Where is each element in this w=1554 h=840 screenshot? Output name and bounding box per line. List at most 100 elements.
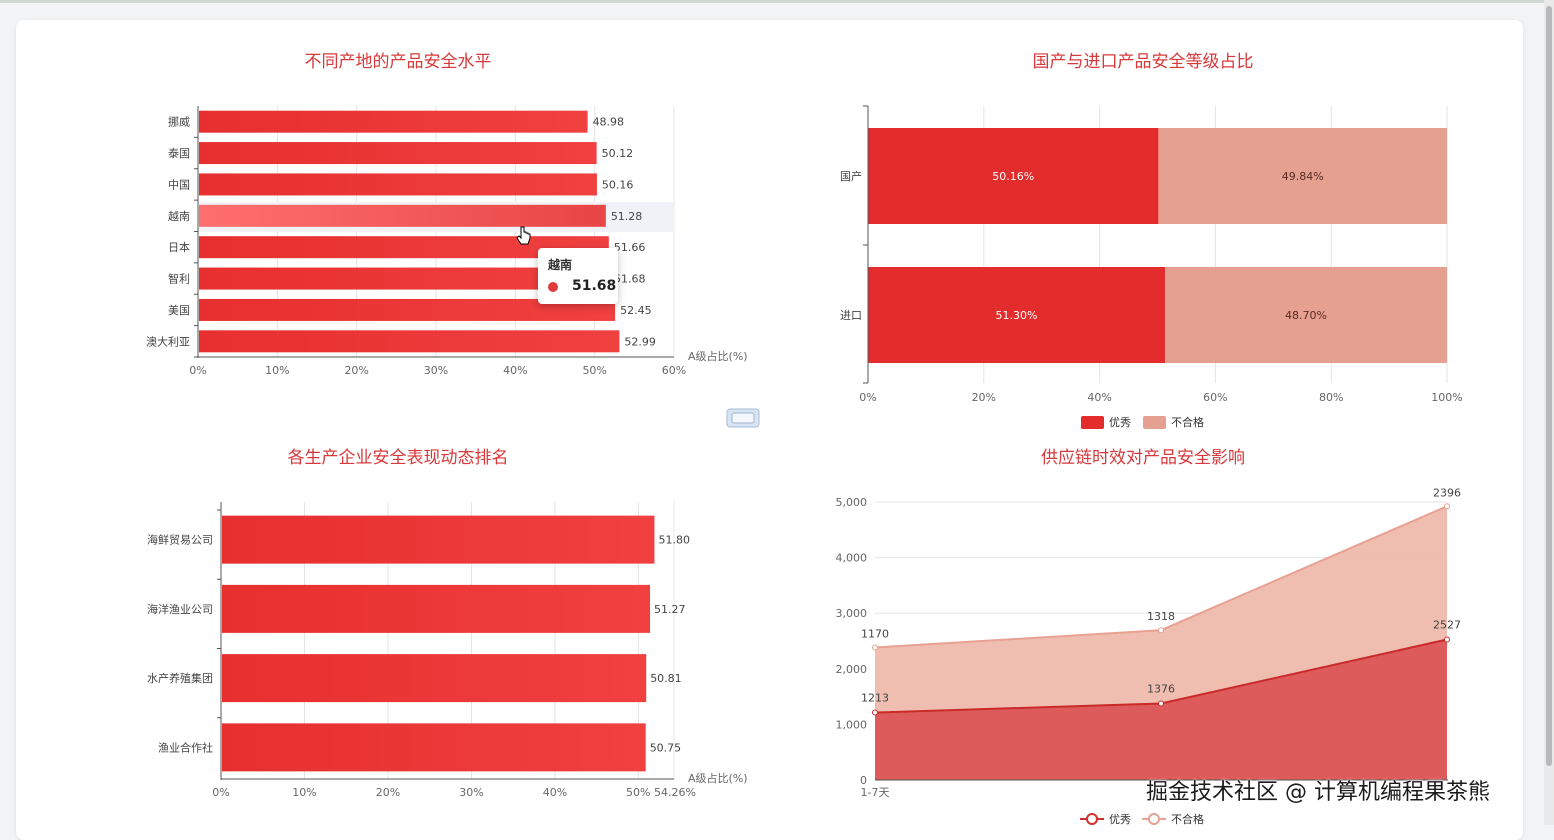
- chart1-bar: [199, 236, 609, 259]
- chart4-title: 供应链时效对产品安全影响: [1041, 448, 1245, 468]
- chart3-bar: [222, 584, 651, 633]
- legend-label: 不合格: [1171, 812, 1204, 825]
- chart-supply-chain: 供应链时效对产品安全影响 0 1,000 2,000 3,000 4,000 5,000 1…: [836, 448, 1461, 825]
- chart4-label-series1: 1376: [1147, 682, 1175, 695]
- chart2-bar-segment: [868, 128, 1159, 224]
- chart-domestic-import: 国产与进口产品安全等级占比 50.16% 49.84% 51.30% 48.70% 国…: [840, 52, 1463, 429]
- chart2-x-tick: 80%: [1319, 391, 1343, 404]
- chart3-x-tick: 50%: [626, 786, 650, 799]
- chart3-category-label: 水产养殖集团: [147, 671, 213, 685]
- chart-tooltip: 越南 51.68: [538, 248, 618, 304]
- translate-widget-icon[interactable]: [726, 407, 760, 429]
- chart3-value-label: 50.81: [650, 672, 682, 685]
- chart1-bar: [199, 173, 597, 196]
- chart3-bar: [222, 723, 646, 772]
- chart2-bar-segment: [1158, 128, 1447, 224]
- chart2-x-tick: 100%: [1431, 391, 1462, 404]
- chart4-y-tick: 5,000: [836, 496, 868, 509]
- chart1-value-label: 51.66: [614, 241, 646, 254]
- chart2-segment-label: 51.30%: [996, 309, 1038, 322]
- page-scrollbar[interactable]: [1544, 0, 1554, 825]
- chart4-y-tick: 3,000: [836, 607, 868, 620]
- scrollbar-thumb[interactable]: [1546, 6, 1552, 766]
- chart3-x-tick: 0%: [212, 786, 229, 799]
- chart4-area-series2: [875, 506, 1447, 713]
- chart1-value-label: 51.28: [611, 210, 643, 223]
- watermark-text: 掘金技术社区 @ 计算机编程果茶熊: [1146, 780, 1490, 805]
- chart1-category-label: 泰国: [168, 146, 190, 160]
- chart3-category-label: 海鲜贸易公司: [147, 533, 213, 547]
- legend-label: 优秀: [1109, 416, 1131, 429]
- hand-cursor-icon: [516, 226, 531, 245]
- tooltip-dot-icon: [548, 282, 558, 292]
- chart3-x-tick: 30%: [459, 786, 483, 799]
- chart1-x-tick: 50%: [582, 364, 606, 377]
- chart4-label-series2: 2396: [1433, 486, 1461, 499]
- chart4-point-series1: [1158, 700, 1164, 707]
- chart3-bar: [222, 654, 647, 703]
- chart1-category-label: 挪威: [168, 115, 190, 129]
- chart1-title: 不同产地的产品安全水平: [305, 52, 492, 72]
- chart3-category-label: 海洋渔业公司: [147, 602, 213, 616]
- chart1-x-tick: 40%: [503, 364, 527, 377]
- chart1-value-label: 48.98: [593, 116, 625, 129]
- chart1-bar: [199, 204, 606, 227]
- chart3-value-label: 51.80: [658, 534, 690, 547]
- chart3-value-label: 51.27: [654, 603, 686, 616]
- chart2-segment-label: 48.70%: [1285, 309, 1327, 322]
- chart4-y-tick: 4,000: [836, 552, 868, 565]
- chart1-category-label: 美国: [168, 304, 190, 317]
- chart2-category-label: 国产: [840, 169, 862, 183]
- chart3-category-label: 渔业合作社: [158, 740, 213, 754]
- chart2-category-label: 进口: [840, 309, 862, 322]
- legend-swatch: [1081, 416, 1104, 429]
- chart4-x-tick: 1-7天: [861, 786, 890, 799]
- chart2-x-tick: 0%: [859, 391, 876, 404]
- chart1-bar: [199, 110, 588, 133]
- legend-marker-icon: [1148, 813, 1160, 825]
- chart3-value-label: 50.75: [650, 741, 682, 754]
- legend-label: 优秀: [1109, 813, 1131, 825]
- chart4-label-series1: 2527: [1433, 618, 1461, 631]
- chart1-x-tick: 60%: [662, 364, 686, 377]
- chart1-bar: [199, 330, 620, 353]
- chart1-value-label: 50.12: [602, 147, 634, 160]
- chart1-value-label: 51.68: [614, 273, 646, 286]
- chart2-x-tick: 60%: [1203, 391, 1227, 404]
- chart4-point-series1: [1444, 636, 1450, 643]
- chart1-bar: [199, 298, 616, 321]
- chart4-point-series2: [1444, 503, 1450, 510]
- chart4-label-series2: 1318: [1147, 610, 1175, 623]
- chart4-point-series1: [872, 709, 878, 716]
- tooltip-value: 51.68: [572, 278, 617, 294]
- chart1-x-axis-label: A级占比(%): [688, 349, 748, 363]
- chart1-category-label: 智利: [168, 272, 190, 286]
- chart3-x-axis-label: A级占比(%): [688, 771, 748, 785]
- chart1-category-label: 澳大利亚: [146, 334, 190, 348]
- legend-label: 不合格: [1171, 415, 1204, 429]
- tooltip-name: 越南: [548, 258, 573, 272]
- chart3-x-tick: 20%: [376, 786, 400, 799]
- chart3-x-tick: 40%: [543, 786, 567, 799]
- watermark: 掘金技术社区 @ 计算机编程果茶熊: [1146, 774, 1490, 806]
- chart2-x-tick: 20%: [972, 391, 996, 404]
- chart1-x-tick: 20%: [344, 364, 368, 377]
- chart4-point-series2: [872, 644, 878, 651]
- chart3-bar: [222, 515, 655, 564]
- chart1-value-label: 52.99: [624, 335, 656, 348]
- chart1-value-label: 52.45: [620, 304, 652, 317]
- chart3-x-tick: 54.26%: [654, 786, 696, 799]
- chart1-bar: [199, 142, 597, 165]
- chart3-x-tick: 10%: [292, 786, 316, 799]
- chart4-area-series1: [875, 639, 1447, 780]
- chart1-x-tick: 10%: [265, 364, 289, 377]
- chart2-segment-label: 49.84%: [1282, 170, 1324, 183]
- chart2-segment-label: 50.16%: [992, 170, 1034, 183]
- chart2-bar-segment: [868, 267, 1166, 363]
- chart4-y-tick: 1,000: [836, 718, 868, 731]
- chart2-title: 国产与进口产品安全等级占比: [1033, 52, 1254, 72]
- chart4-y-tick: 0: [860, 774, 867, 787]
